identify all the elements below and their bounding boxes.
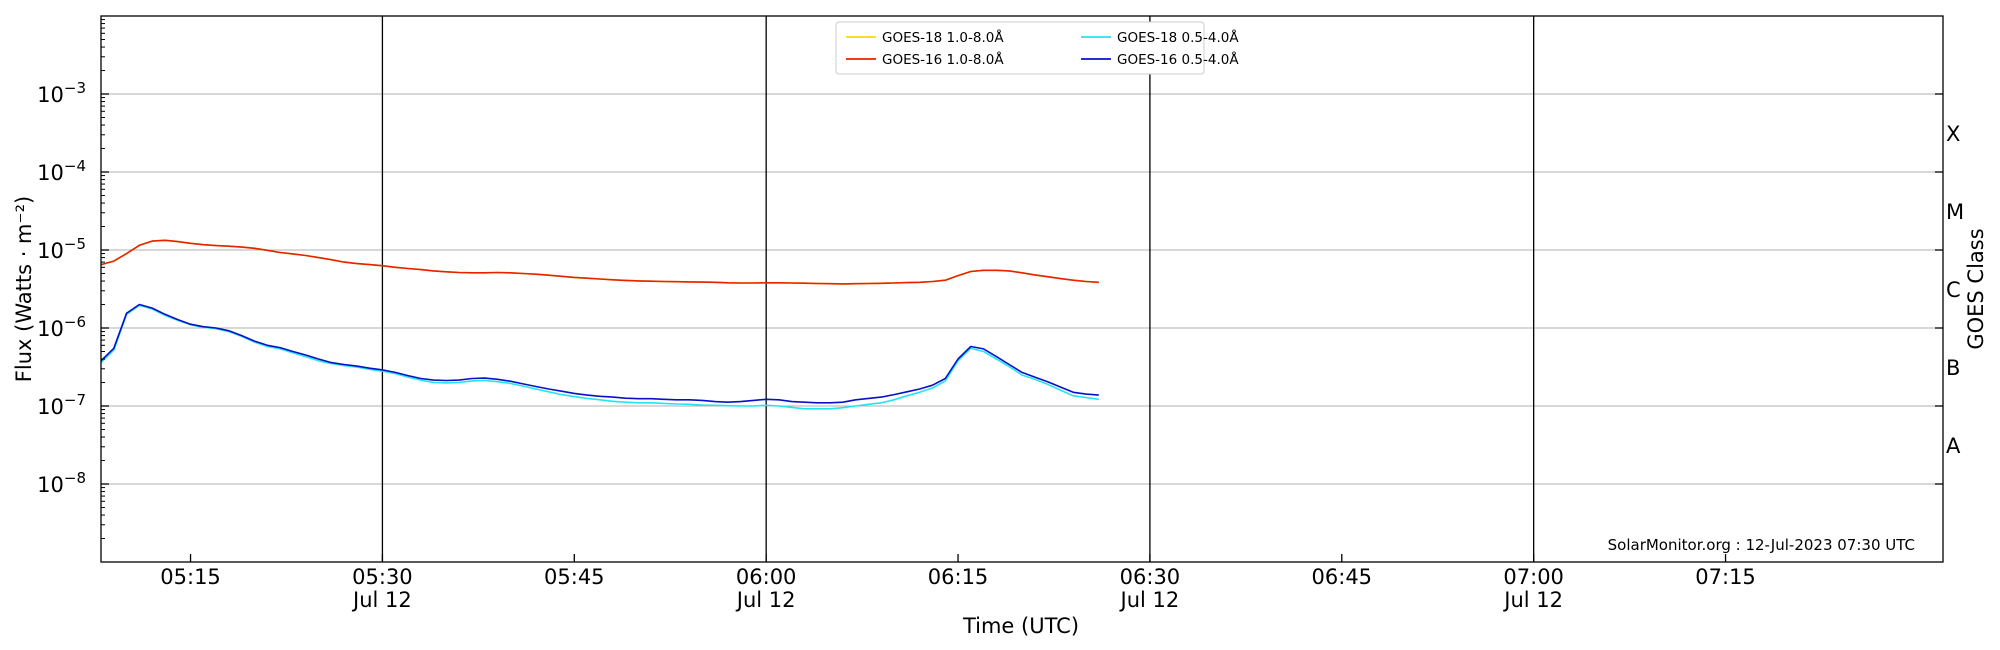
plot-area bbox=[101, 16, 1943, 562]
y-axis-label: Flux (Watts · m⁻²) bbox=[12, 196, 36, 382]
goes-class-labels: X M C B A bbox=[1946, 122, 1964, 458]
day-separator-lines bbox=[381, 16, 1535, 562]
x-tick-date-label: Jul 12 bbox=[1119, 588, 1180, 612]
legend-entry-label: GOES-16 1.0-8.0Å bbox=[882, 51, 1004, 68]
x-tick-date-label: Jul 12 bbox=[1502, 588, 1563, 612]
goes-class-label: B bbox=[1946, 356, 1960, 380]
x-tick-label: 05:45 bbox=[544, 565, 605, 589]
legend: GOES-18 1.0-8.0Å GOES-18 0.5-4.0Å GOES-16 … bbox=[835, 21, 1239, 75]
goes-class-label: A bbox=[1946, 434, 1961, 458]
series-line-3 bbox=[100, 304, 1099, 410]
legend-entry-label: GOES-18 0.5-4.0Å bbox=[1117, 29, 1239, 46]
y-tick-label: 10−3 bbox=[37, 79, 86, 107]
x-tick-label: 06:30 bbox=[1120, 565, 1181, 589]
y-tick-labels: 10−3 10−4 10−5 10−6 10−7 10−8 bbox=[37, 79, 86, 497]
x-tick-label: 05:30 bbox=[352, 565, 413, 589]
data-series bbox=[100, 239, 1099, 410]
x-tick-label: 06:45 bbox=[1312, 565, 1373, 589]
y-tick-label: 10−6 bbox=[37, 313, 86, 341]
goes-class-label: M bbox=[1946, 200, 1964, 224]
y-tick-label: 10−8 bbox=[37, 469, 86, 497]
x-tick-label: 06:15 bbox=[928, 565, 989, 589]
plot-frame bbox=[100, 15, 1944, 563]
axis-ticks bbox=[101, 19, 1943, 562]
x-tick-date-label: Jul 12 bbox=[351, 588, 412, 612]
x-tick-label: 05:15 bbox=[160, 565, 221, 589]
x-tick-date-label: Jul 12 bbox=[735, 588, 796, 612]
legend-box bbox=[835, 21, 1205, 75]
right-axis-label: GOES Class bbox=[1964, 228, 1988, 349]
x-tick-label: 07:15 bbox=[1695, 565, 1756, 589]
goes-class-label: C bbox=[1946, 278, 1961, 302]
legend-entry-label: GOES-18 1.0-8.0Å bbox=[882, 29, 1004, 46]
goes-class-label: X bbox=[1946, 122, 1960, 146]
source-annotation: SolarMonitor.org : 12-Jul-2023 07:30 UTC bbox=[1608, 536, 1915, 554]
y-tick-label: 10−5 bbox=[37, 235, 86, 263]
x-axis-label: Time (UTC) bbox=[962, 614, 1079, 638]
x-tick-label: 07:00 bbox=[1503, 565, 1564, 589]
y-tick-label: 10−4 bbox=[37, 157, 86, 185]
x-tick-label: 06:00 bbox=[736, 565, 797, 589]
series-line-2 bbox=[100, 239, 1099, 285]
grid-lines bbox=[101, 93, 1943, 485]
legend-entry-label: GOES-16 0.5-4.0Å bbox=[1117, 51, 1239, 68]
y-tick-label: 10−7 bbox=[37, 391, 86, 419]
series-line-4 bbox=[100, 303, 1099, 404]
